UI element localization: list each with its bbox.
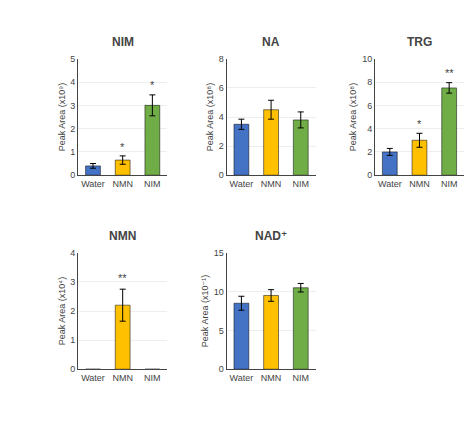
svg-text:2: 2 bbox=[70, 306, 75, 316]
svg-text:1: 1 bbox=[70, 147, 75, 157]
svg-text:NMN: NMN bbox=[112, 373, 132, 383]
svg-text:**: ** bbox=[445, 67, 454, 79]
svg-text:NIM: NIM bbox=[293, 373, 310, 383]
svg-text:NMN: NMN bbox=[112, 179, 132, 189]
svg-text:NIM: NIM bbox=[112, 35, 134, 49]
svg-text:4: 4 bbox=[219, 112, 224, 122]
svg-text:NIM: NIM bbox=[144, 373, 161, 383]
svg-text:2: 2 bbox=[219, 141, 224, 151]
svg-text:NA: NA bbox=[262, 35, 280, 49]
svg-text:*: * bbox=[120, 141, 125, 153]
svg-text:NMN: NMN bbox=[109, 229, 136, 243]
svg-text:NMN: NMN bbox=[261, 373, 282, 383]
svg-text:NAD⁺: NAD⁺ bbox=[255, 229, 287, 243]
svg-text:*: * bbox=[417, 118, 422, 130]
svg-text:0: 0 bbox=[70, 170, 75, 180]
svg-text:0: 0 bbox=[219, 170, 224, 180]
svg-text:1: 1 bbox=[70, 335, 75, 345]
svg-text:15: 15 bbox=[214, 248, 224, 258]
svg-text:NIM: NIM bbox=[293, 179, 310, 189]
svg-text:8: 8 bbox=[219, 54, 224, 64]
svg-text:Water: Water bbox=[81, 179, 105, 189]
svg-text:0: 0 bbox=[219, 364, 224, 374]
svg-text:4: 4 bbox=[70, 248, 75, 258]
svg-text:Peak Area (x10⁴): Peak Area (x10⁴) bbox=[57, 277, 67, 345]
svg-text:5: 5 bbox=[70, 54, 75, 64]
svg-text:0: 0 bbox=[70, 364, 75, 374]
svg-text:10: 10 bbox=[214, 287, 224, 297]
svg-text:6: 6 bbox=[219, 83, 224, 93]
svg-text:5: 5 bbox=[219, 326, 224, 336]
svg-text:Water: Water bbox=[378, 179, 402, 189]
svg-text:6: 6 bbox=[367, 101, 372, 111]
svg-text:TRG: TRG bbox=[407, 35, 432, 49]
svg-text:**: ** bbox=[118, 272, 127, 284]
svg-text:2: 2 bbox=[70, 124, 75, 134]
svg-text:2: 2 bbox=[367, 147, 372, 157]
svg-text:3: 3 bbox=[70, 101, 75, 111]
svg-text:NMN: NMN bbox=[261, 179, 282, 189]
svg-text:8: 8 bbox=[367, 77, 372, 87]
svg-text:Water: Water bbox=[230, 373, 254, 383]
svg-text:NIM: NIM bbox=[441, 179, 458, 189]
svg-text:4: 4 bbox=[367, 124, 372, 134]
svg-text:Water: Water bbox=[230, 179, 254, 189]
svg-text:Water: Water bbox=[81, 373, 105, 383]
svg-text:10: 10 bbox=[362, 54, 372, 64]
svg-text:Peak Area (x10⁹): Peak Area (x10⁹) bbox=[57, 83, 67, 151]
svg-text:*: * bbox=[150, 79, 155, 91]
svg-text:Peak Area (x10⁸): Peak Area (x10⁸) bbox=[205, 83, 215, 151]
svg-text:NMN: NMN bbox=[409, 179, 430, 189]
svg-text:4: 4 bbox=[70, 77, 75, 87]
svg-text:Peak Area (x10⁻¹): Peak Area (x10⁻¹) bbox=[200, 275, 210, 347]
svg-text:NIM: NIM bbox=[144, 179, 161, 189]
svg-text:0: 0 bbox=[367, 170, 372, 180]
svg-text:Peak Area (x10⁸): Peak Area (x10⁸) bbox=[348, 83, 358, 151]
svg-text:3: 3 bbox=[70, 277, 75, 287]
